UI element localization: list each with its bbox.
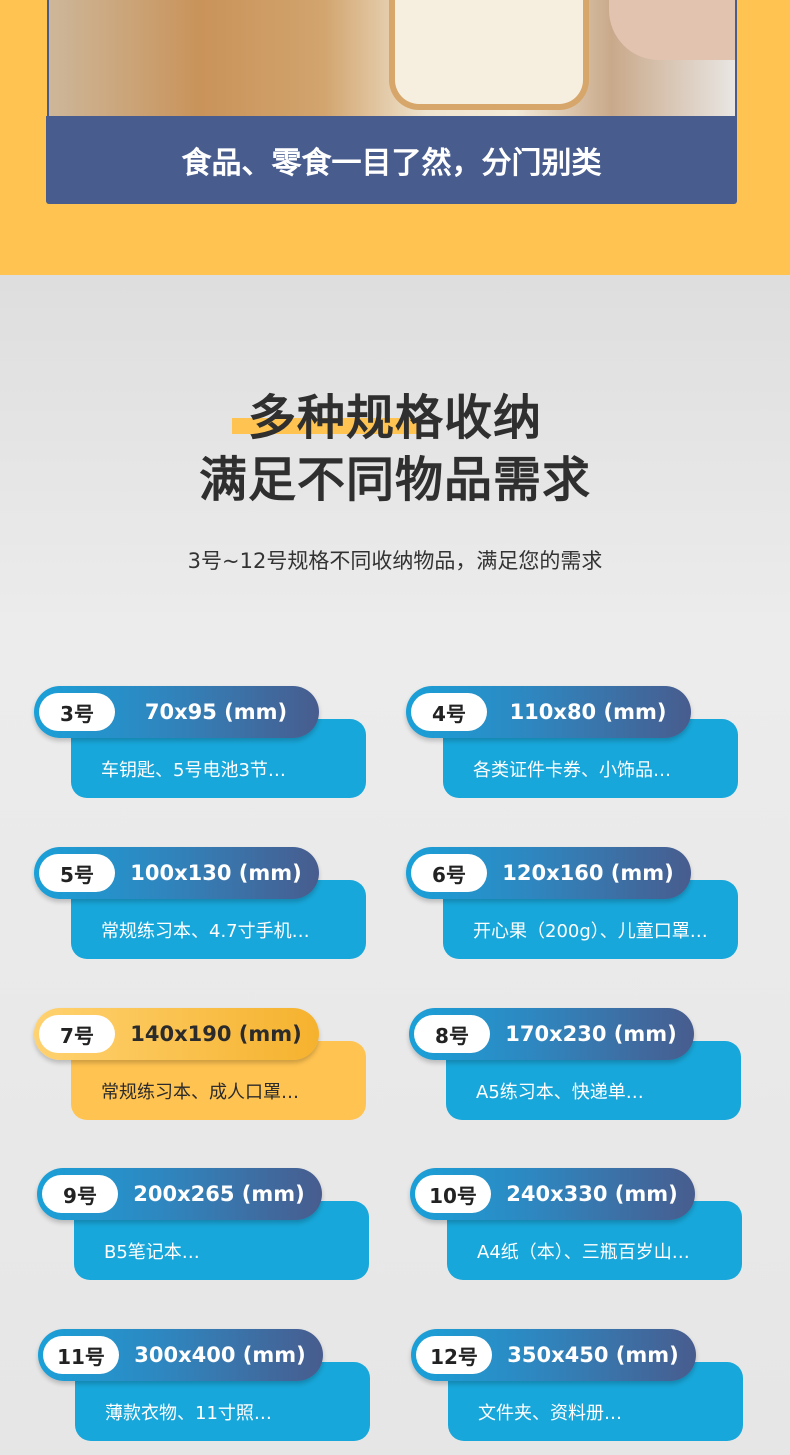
size-dimensions: 350x450 (mm) xyxy=(507,1343,679,1367)
size-card: 9号 200x265 (mm) B5笔记本… xyxy=(37,1168,372,1283)
size-number-tag: 8号 xyxy=(414,1015,490,1053)
size-pill: 10号 240x330 (mm) xyxy=(410,1168,695,1220)
banner-caption: 食品、零食一目了然，分门别类 xyxy=(46,116,737,204)
size-dimensions: 120x160 (mm) xyxy=(502,861,674,885)
size-dimensions: 240x330 (mm) xyxy=(506,1182,678,1206)
size-dimensions: 300x400 (mm) xyxy=(134,1343,306,1367)
size-number-tag: 9号 xyxy=(42,1175,118,1213)
size-number-tag: 5号 xyxy=(39,854,115,892)
size-pill: 5号 100x130 (mm) xyxy=(34,847,319,899)
title-highlight xyxy=(232,418,420,434)
size-card: 7号 140x190 (mm) 常规练习本、成人口罩… xyxy=(34,1008,369,1123)
size-card: 4号 110x80 (mm) 各类证件卡券、小饰品… xyxy=(406,686,741,801)
size-dimensions: 200x265 (mm) xyxy=(133,1182,305,1206)
size-number-tag: 3号 xyxy=(39,693,115,731)
size-number-tag: 4号 xyxy=(411,693,487,731)
size-pill: 11号 300x400 (mm) xyxy=(38,1329,323,1381)
size-number-tag: 10号 xyxy=(415,1175,491,1213)
size-card: 6号 120x160 (mm) 开心果（200g）、儿童口罩… xyxy=(406,847,741,962)
size-pill: 8号 170x230 (mm) xyxy=(409,1008,694,1060)
size-pill: 9号 200x265 (mm) xyxy=(37,1168,322,1220)
section-subtitle: 3号~12号规格不同收纳物品，满足您的需求 xyxy=(187,549,603,573)
size-pill: 4号 110x80 (mm) xyxy=(406,686,691,738)
top-section: 食品、零食一目了然，分门别类 xyxy=(0,0,790,275)
size-pill: 7号 140x190 (mm) xyxy=(34,1008,319,1060)
size-card: 5号 100x130 (mm) 常规练习本、4.7寸手机… xyxy=(34,847,369,962)
size-card: 11号 300x400 (mm) 薄款衣物、11寸照… xyxy=(38,1329,373,1444)
size-dimensions: 140x190 (mm) xyxy=(130,1022,302,1046)
size-description: 各类证件卡券、小饰品… xyxy=(443,719,738,798)
size-card: 8号 170x230 (mm) A5练习本、快递单… xyxy=(409,1008,744,1123)
size-number-tag: 6号 xyxy=(411,854,487,892)
size-dimensions: 100x130 (mm) xyxy=(130,861,302,885)
food-storage-photo xyxy=(47,0,737,118)
section-title-line1: 多种规格收纳 xyxy=(247,390,542,446)
size-pill: 3号 70x95 (mm) xyxy=(34,686,319,738)
size-number-tag: 12号 xyxy=(416,1336,492,1374)
size-card: 3号 70x95 (mm) 车钥匙、5号电池3节… xyxy=(34,686,369,801)
size-card: 10号 240x330 (mm) A4纸（本）、三瓶百岁山… xyxy=(410,1168,745,1283)
size-description: 常规练习本、4.7寸手机… xyxy=(71,880,366,959)
size-pill: 12号 350x450 (mm) xyxy=(411,1329,696,1381)
size-dimensions: 70x95 (mm) xyxy=(144,700,288,724)
hand-image xyxy=(609,0,735,60)
bread-image xyxy=(389,0,589,110)
size-number-tag: 11号 xyxy=(43,1336,119,1374)
size-card: 12号 350x450 (mm) 文件夹、资料册… xyxy=(411,1329,746,1444)
section-title-line2: 满足不同物品需求 xyxy=(198,452,591,508)
size-dimensions: 170x230 (mm) xyxy=(505,1022,677,1046)
size-pill: 6号 120x160 (mm) xyxy=(406,847,691,899)
size-number-tag: 7号 xyxy=(39,1015,115,1053)
size-dimensions: 110x80 (mm) xyxy=(509,700,667,724)
